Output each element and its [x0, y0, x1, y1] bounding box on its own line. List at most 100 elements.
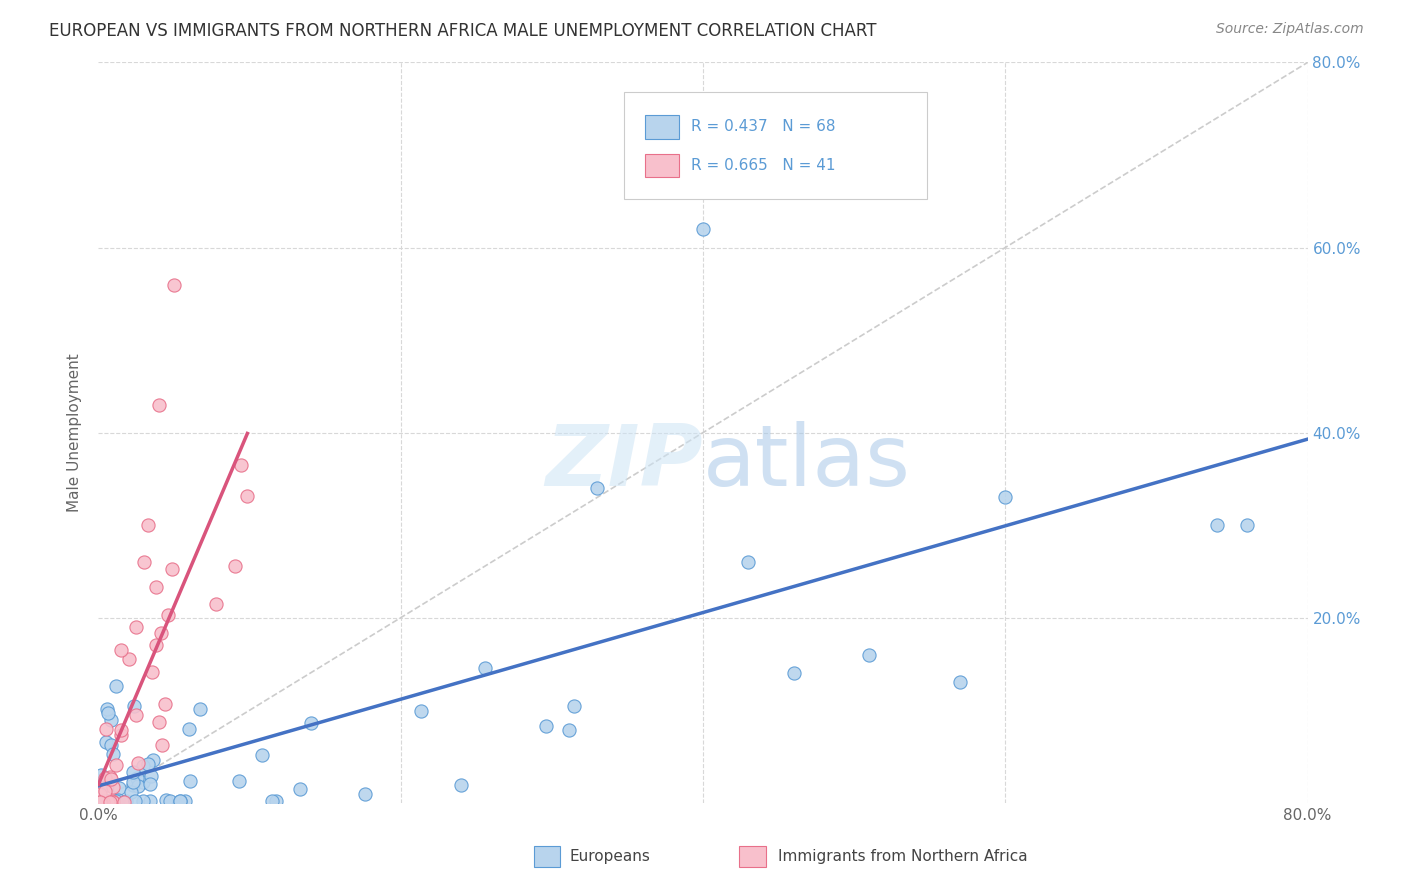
Point: [174, 794, 197, 808]
Point: [692, 222, 714, 236]
Point: [94, 794, 117, 808]
Point: [93, 794, 115, 808]
Point: [131, 758, 153, 772]
Point: [122, 775, 145, 789]
Point: [89, 787, 111, 801]
Point: [148, 398, 170, 412]
Point: [163, 277, 186, 292]
Point: [98, 795, 121, 809]
Point: [737, 555, 759, 569]
Text: Immigrants from Northern Africa: Immigrants from Northern Africa: [778, 849, 1028, 864]
Point: [228, 774, 250, 789]
Point: [125, 620, 148, 634]
Point: [160, 562, 183, 576]
Text: Europeans: Europeans: [569, 849, 651, 864]
Point: [127, 756, 149, 771]
Point: [97, 795, 120, 809]
Point: [98, 770, 121, 784]
Point: [90, 794, 112, 808]
Point: [1236, 518, 1258, 533]
Point: [169, 794, 191, 808]
Point: [112, 795, 135, 809]
Point: [100, 772, 122, 786]
Point: [354, 787, 377, 801]
Point: [107, 793, 129, 807]
Point: [96, 702, 118, 716]
Point: [101, 795, 124, 809]
Point: [536, 718, 558, 732]
Point: [142, 753, 165, 767]
Point: [949, 675, 972, 690]
Point: [994, 491, 1017, 505]
Point: [858, 648, 880, 662]
Point: [101, 794, 124, 808]
Point: [104, 794, 127, 808]
Point: [103, 747, 125, 761]
Point: [96, 778, 118, 792]
Point: [121, 765, 143, 780]
Point: [288, 781, 311, 796]
Point: [157, 608, 180, 623]
Point: [159, 794, 181, 808]
Point: [100, 739, 122, 753]
Point: [149, 625, 172, 640]
Point: [91, 795, 114, 809]
Point: [96, 734, 118, 748]
Point: [93, 794, 115, 808]
Point: [141, 665, 163, 680]
Text: atlas: atlas: [703, 421, 911, 504]
Point: [93, 772, 115, 786]
FancyBboxPatch shape: [645, 153, 679, 178]
Point: [236, 489, 259, 503]
Point: [145, 639, 167, 653]
Text: Source: ZipAtlas.com: Source: ZipAtlas.com: [1216, 22, 1364, 37]
Point: [262, 794, 284, 808]
Point: [229, 458, 252, 472]
Point: [90, 794, 112, 808]
Point: [139, 794, 162, 808]
Point: [93, 794, 115, 808]
Point: [132, 555, 155, 569]
Point: [299, 716, 322, 731]
Point: [97, 794, 120, 808]
Point: [250, 747, 273, 762]
Point: [148, 714, 170, 729]
Point: [125, 707, 148, 722]
Point: [97, 795, 120, 809]
Point: [169, 794, 191, 808]
Point: [450, 778, 472, 792]
Point: [586, 481, 609, 495]
Point: [136, 518, 159, 533]
FancyBboxPatch shape: [534, 847, 561, 867]
FancyBboxPatch shape: [624, 92, 927, 200]
Point: [94, 722, 117, 736]
Point: [631, 166, 654, 180]
Point: [122, 698, 145, 713]
Y-axis label: Male Unemployment: Male Unemployment: [67, 353, 83, 512]
Point: [104, 758, 127, 772]
Point: [783, 666, 806, 681]
Point: [94, 783, 117, 797]
Point: [224, 558, 246, 573]
FancyBboxPatch shape: [645, 115, 679, 138]
Point: [132, 774, 155, 789]
Text: EUROPEAN VS IMMIGRANTS FROM NORTHERN AFRICA MALE UNEMPLOYMENT CORRELATION CHART: EUROPEAN VS IMMIGRANTS FROM NORTHERN AFR…: [49, 22, 877, 40]
Point: [179, 774, 201, 789]
Point: [562, 698, 585, 713]
Point: [153, 697, 176, 711]
Point: [141, 769, 163, 783]
Point: [155, 792, 177, 806]
Point: [138, 757, 160, 772]
Point: [152, 738, 174, 752]
Text: ZIP: ZIP: [546, 421, 703, 504]
Point: [557, 723, 579, 738]
Point: [179, 723, 201, 737]
Point: [204, 597, 226, 611]
Point: [264, 794, 287, 808]
Point: [97, 706, 120, 720]
Point: [145, 580, 167, 594]
Point: [1206, 518, 1229, 533]
Point: [131, 794, 153, 808]
Point: [89, 795, 111, 809]
Point: [118, 652, 141, 666]
